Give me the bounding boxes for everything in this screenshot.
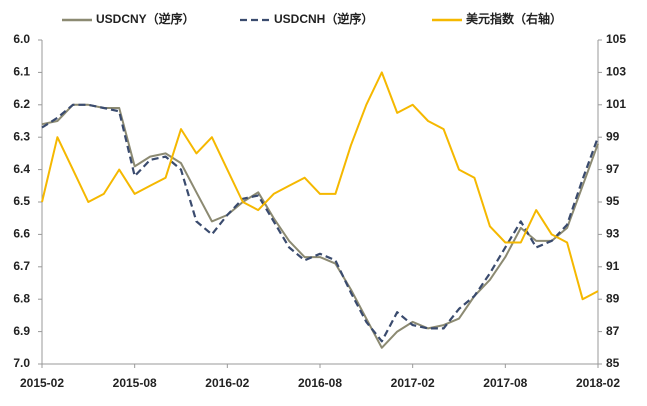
y-tick-label: 6.6 [13,227,30,241]
x-tick-label: 2015-08 [113,376,157,390]
x-tick-label: 2017-08 [483,376,527,390]
legend-label: USDCNH（逆序） [274,11,373,26]
series-line [41,103,599,349]
x-tick-label: 2018-02 [576,376,620,390]
y2-tick-label: 87 [606,324,620,338]
y-tick-label: 6.4 [13,162,30,176]
x-tick-label: 2016-08 [298,376,342,390]
y-tick-label: 7.0 [13,356,30,370]
y2-tick-label: 93 [606,227,620,241]
x-tick-label: 2016-02 [205,376,249,390]
y-tick-label: 6.7 [13,259,30,273]
y2-tick-label: 89 [606,291,620,305]
y-tick-label: 6.2 [13,97,30,111]
legend-label: USDCNY（逆序） [96,11,195,26]
y2-tick-label: 95 [606,194,620,208]
y2-tick-label: 97 [606,162,620,176]
y2-tick-label: 99 [606,129,620,143]
y-tick-label: 6.0 [13,32,30,46]
series-line [41,71,599,301]
y2-tick-label: 105 [606,32,626,46]
y2-tick-label: 103 [606,65,626,79]
y2-tick-label: 101 [606,97,626,111]
y2-tick-label: 85 [606,356,620,370]
x-tick-label: 2017-02 [391,376,435,390]
y-tick-label: 6.5 [13,194,30,208]
x-tick-label: 2015-02 [20,376,64,390]
y-tick-label: 6.8 [13,291,30,305]
y2-tick-label: 91 [606,259,620,273]
y-tick-label: 6.9 [13,324,30,338]
legend-label: 美元指数（右轴） [466,11,562,26]
y-tick-label: 6.1 [13,65,30,79]
series-line [41,103,600,343]
y-tick-label: 6.3 [13,129,30,143]
